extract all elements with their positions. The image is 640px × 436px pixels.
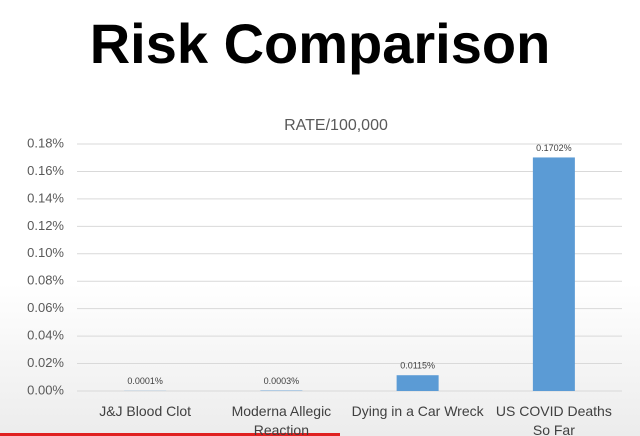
bar — [396, 375, 439, 391]
y-tick-label: 0.18% — [27, 135, 64, 150]
chart-title: RATE/100,000 — [284, 117, 388, 134]
y-tick-label: 0.16% — [27, 163, 64, 178]
y-tick-label: 0.14% — [27, 190, 64, 205]
data-label: 0.0001% — [127, 376, 163, 386]
y-tick-label: 0.00% — [27, 382, 64, 397]
y-tick-label: 0.06% — [27, 300, 64, 315]
x-tick-label: Dying in a Car Wreck — [351, 403, 484, 419]
data-label: 0.1702% — [536, 143, 572, 153]
x-tick-label: Moderna Allegic Reaction — [231, 403, 332, 436]
bar — [532, 157, 575, 391]
data-label: 0.0115% — [400, 361, 435, 371]
progress-bar — [0, 433, 340, 436]
y-tick-label: 0.04% — [27, 328, 64, 343]
y-tick-label: 0.12% — [27, 218, 64, 233]
x-tick-label: J&J Blood Clot — [99, 403, 192, 419]
slide-title: Risk Comparison — [90, 12, 551, 75]
data-label: 0.0003% — [264, 376, 300, 386]
y-tick-label: 0.02% — [27, 355, 64, 370]
x-tick-label: US COVID Deaths So Far — [495, 403, 612, 436]
y-tick-label: 0.08% — [27, 273, 64, 288]
y-tick-label: 0.10% — [27, 245, 64, 260]
